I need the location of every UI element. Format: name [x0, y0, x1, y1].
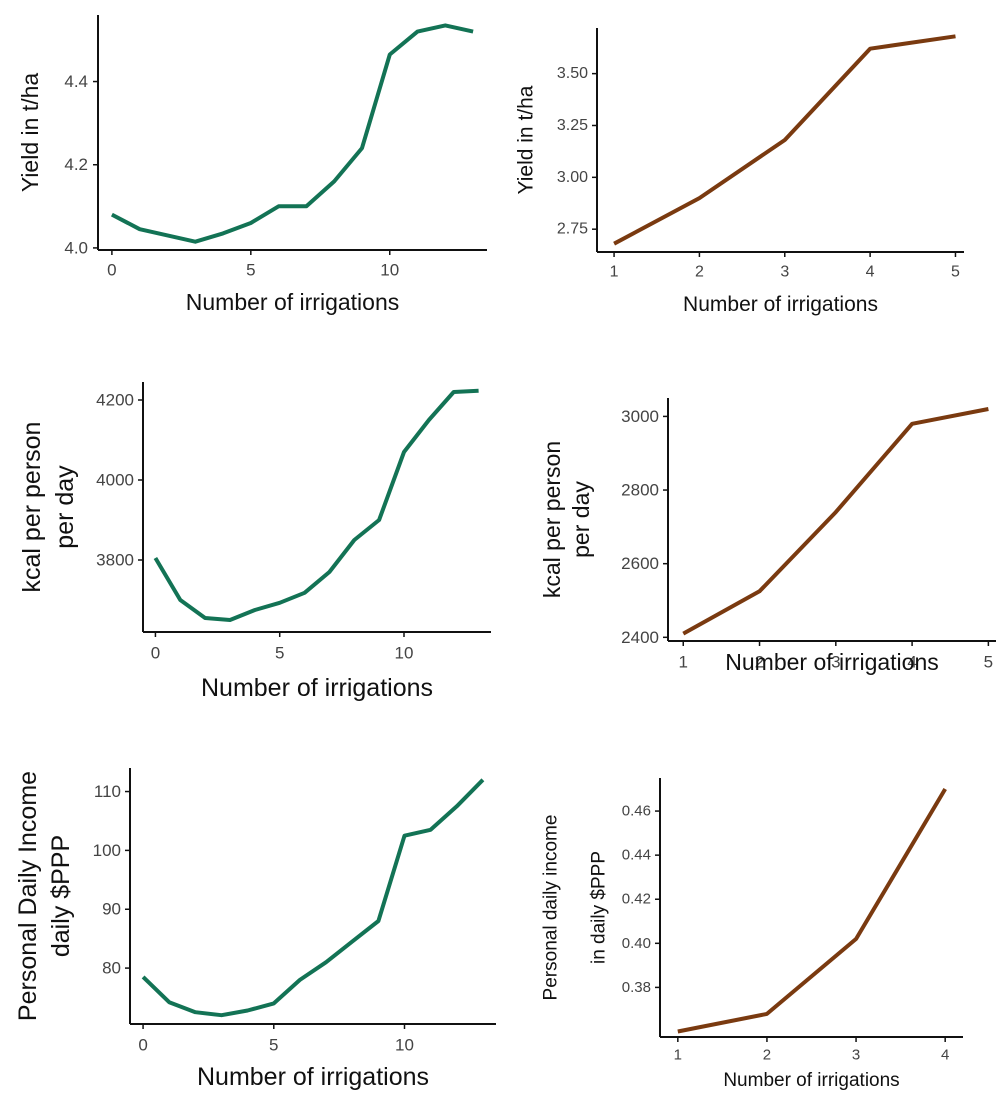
chart-panel-6: 0.38 0.40 0.42 0.44 0.46 1 2 3 4 Number of irriga… [541, 778, 963, 1091]
y-tick-label: 4.4 [64, 72, 88, 91]
x-tick-label: 2 [695, 264, 704, 281]
y-axis-title: kcal per person [539, 441, 565, 598]
y-tick-label: 3.25 [557, 117, 588, 134]
x-tick-label: 10 [395, 1036, 414, 1055]
x-tick-label: 1 [679, 653, 688, 672]
y-tick-label: 0.38 [622, 979, 651, 996]
x-tick-label: 4 [941, 1047, 949, 1064]
chart-panel-2: 2.75 3.00 3.25 3.50 1 2 3 4 5 Number of irrigatio… [515, 28, 964, 316]
y-tick-label: 0.42 [622, 891, 651, 908]
x-tick-label: 5 [269, 1036, 278, 1055]
y-tick-label: 3800 [96, 551, 134, 570]
x-tick-label: 3 [852, 1047, 860, 1064]
y-axis-title: kcal per person [18, 422, 46, 593]
x-tick-label: 0 [107, 261, 116, 280]
y-axis-title: per day [51, 465, 79, 549]
y-tick-label: 4.2 [64, 155, 88, 174]
y-axis-title: Personal Daily Income [14, 771, 42, 1021]
y-tick-label: 3.50 [557, 65, 588, 82]
x-tick-label: 4 [907, 653, 916, 672]
x-tick-label: 2 [763, 1047, 771, 1064]
y-tick-label: 0.44 [622, 847, 651, 864]
x-tick-label: 10 [380, 261, 399, 280]
x-axis-title: Number of irrigations [186, 289, 399, 315]
series-line-1 [153, 388, 479, 622]
x-tick-label: 5 [984, 653, 993, 672]
series-line-1 [110, 23, 474, 244]
chart-panel-4: 2400 2600 2800 3000 1 2 3 4 5 Number of irrigatio… [539, 398, 996, 675]
x-axis-title: Number of irrigations [683, 293, 878, 316]
y-axis-title: Yield in t/ha [17, 73, 43, 193]
y-tick-label: 0.46 [622, 803, 651, 820]
series-line-1 [682, 407, 989, 636]
chart-panel-1: 4.0 4.2 4.4 0 5 10 Number of irrigations Yield … [17, 15, 487, 315]
chart-panel-3: 3800 4000 4200 0 5 10 Number of irrigations kca… [18, 382, 491, 702]
y-tick-label: 2800 [621, 481, 659, 500]
x-axis-title: Number of irrigations [723, 1070, 899, 1091]
x-axis-title: Number of irrigations [201, 674, 433, 702]
y-axis-title: per day [568, 481, 594, 558]
y-tick-label: 3.00 [557, 169, 588, 186]
y-tick-label: 80 [102, 959, 121, 978]
chart-panel-5: 80 90 100 110 0 5 10 Number of irrigations Perso… [14, 768, 496, 1091]
y-axis-title: daily $PPP [47, 835, 75, 957]
x-tick-label: 10 [395, 644, 414, 663]
x-tick-label: 1 [674, 1047, 682, 1064]
y-tick-label: 3000 [621, 407, 659, 426]
series-line-1 [677, 787, 947, 1034]
x-tick-label: 0 [138, 1036, 147, 1055]
x-tick-label: 0 [151, 644, 160, 663]
x-tick-label: 5 [275, 644, 284, 663]
x-tick-label: 1 [610, 264, 619, 281]
series-line-1 [613, 34, 956, 246]
y-tick-label: 110 [94, 782, 121, 801]
y-tick-label: 2400 [621, 628, 659, 647]
y-axis-title: Personal daily income [541, 815, 562, 1001]
y-tick-label: 2600 [621, 554, 659, 573]
y-tick-label: 4200 [96, 391, 134, 410]
series-line-1 [141, 778, 485, 1018]
y-axis-title: Yield in t/ha [515, 85, 538, 194]
y-axis-title: in daily $PPP [589, 851, 610, 964]
y-tick-label: 4000 [96, 471, 134, 490]
x-tick-label: 2 [755, 653, 764, 672]
x-tick-label: 5 [951, 264, 960, 281]
y-tick-label: 100 [93, 841, 121, 860]
y-tick-label: 2.75 [557, 221, 588, 238]
y-tick-label: 4.0 [64, 238, 88, 257]
x-tick-label: 3 [780, 264, 789, 281]
x-tick-label: 4 [866, 264, 875, 281]
y-tick-label: 90 [102, 900, 121, 919]
x-axis-title: Number of irrigations [725, 649, 938, 675]
x-tick-label: 5 [246, 261, 255, 280]
x-axis-title: Number of irrigations [197, 1063, 429, 1091]
x-tick-label: 3 [831, 653, 840, 672]
y-tick-label: 0.40 [622, 935, 651, 952]
